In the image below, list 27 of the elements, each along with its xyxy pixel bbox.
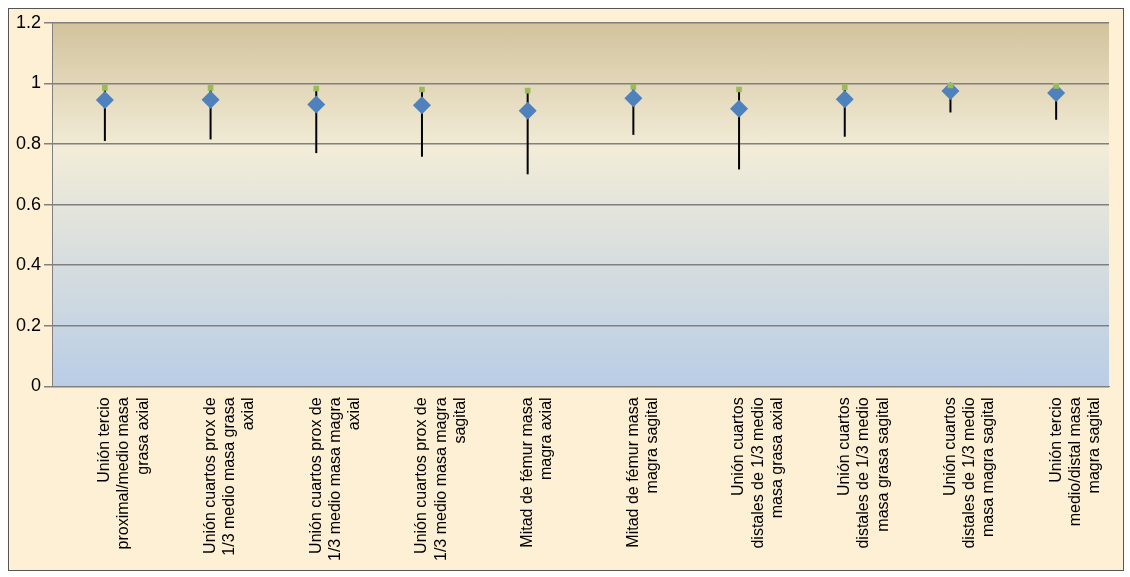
point	[412, 96, 431, 115]
y-tick-label: 0.4	[15, 254, 42, 275]
x-tick-label: Unión cuartos prox de 1/3 medio masa grasa axial	[200, 397, 257, 556]
point	[201, 90, 220, 109]
point	[835, 90, 854, 109]
x-tick-label: Unión cuartos prox de 1/3 medio masa magra sagital	[412, 397, 468, 562]
y-tick-label: 0.8	[15, 132, 42, 153]
y-tick-label: 0.6	[15, 193, 42, 214]
y-tick-label: 1.2	[15, 11, 42, 32]
point	[730, 99, 749, 118]
point	[313, 85, 320, 92]
point	[102, 85, 108, 91]
point	[518, 101, 537, 120]
x-tick-label: Unión cuartos prox de 1/3 medio masa magra axial	[306, 397, 363, 562]
x-tick-label: Unión tercio proximal/medio masa grasa axial	[95, 397, 151, 550]
y-tick-label: 0.2	[15, 314, 42, 335]
point	[95, 91, 114, 110]
point	[736, 86, 742, 93]
y-tick-label: 1	[31, 72, 42, 93]
point	[841, 84, 848, 91]
point	[1053, 82, 1059, 89]
point	[630, 84, 637, 90]
point	[207, 85, 214, 91]
y-tick-label: 0	[31, 375, 42, 396]
point	[419, 86, 425, 93]
point	[307, 95, 326, 114]
point	[624, 89, 643, 108]
